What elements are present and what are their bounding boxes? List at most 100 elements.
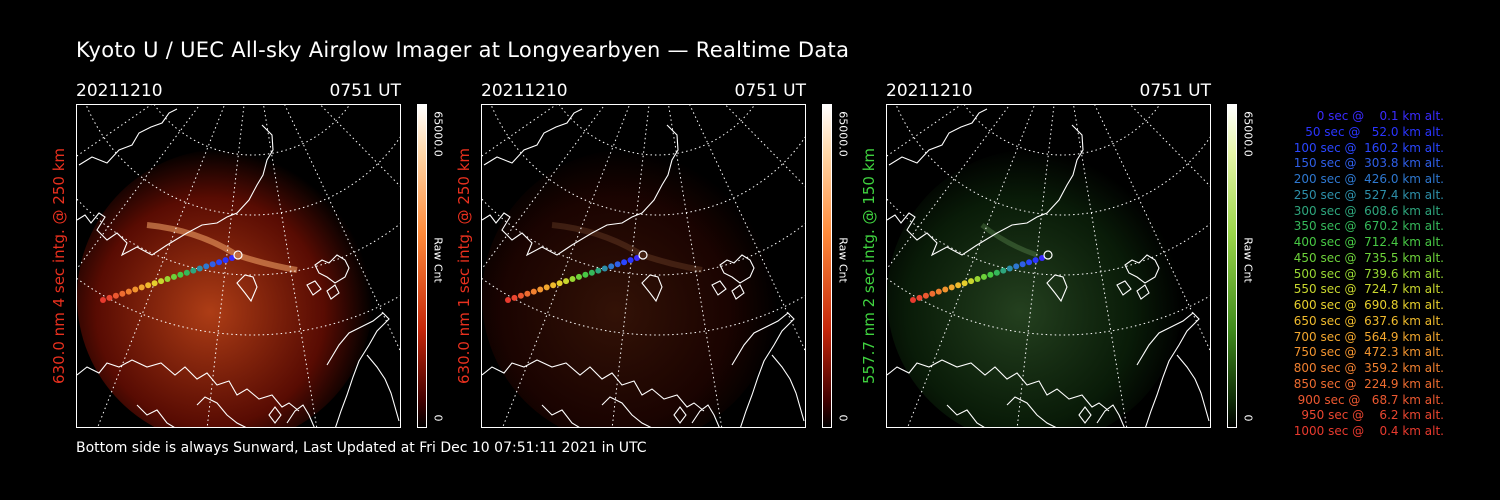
trajectory-point bbox=[125, 288, 132, 295]
legend-entry: 1000 sec @ 0.4 km alt. bbox=[1293, 424, 1444, 438]
trajectory-point bbox=[910, 297, 916, 303]
colorbar-max: 65000.0 bbox=[431, 111, 445, 157]
colorbar-max: 65000.0 bbox=[836, 111, 850, 157]
panel-date: 20211210 bbox=[886, 81, 973, 101]
colorbar-min: 0 bbox=[836, 414, 850, 422]
trajectory-point bbox=[164, 276, 171, 282]
trajectory-point bbox=[517, 292, 524, 299]
page-title: Kyoto U / UEC All-sky Airglow Imager at … bbox=[76, 38, 850, 62]
trajectory-point bbox=[550, 282, 557, 289]
colorbar bbox=[822, 104, 832, 428]
trajectory-legend: 0 sec @ 0.1 km alt. 50 sec @ 52.0 km alt.… bbox=[1262, 109, 1444, 440]
legend-entry: 0 sec @ 0.1 km alt. bbox=[1316, 109, 1444, 123]
trajectory-point bbox=[961, 280, 968, 287]
aurora-arc bbox=[146, 222, 298, 273]
legend-entry: 300 sec @ 608.6 km alt. bbox=[1293, 203, 1444, 218]
trajectory-point bbox=[1006, 265, 1013, 272]
trajectory-point bbox=[614, 261, 621, 268]
coastline-north bbox=[77, 108, 350, 303]
trajectory-point bbox=[112, 292, 119, 299]
trajectory-point bbox=[916, 294, 923, 301]
footer-note: Bottom side is always Sunward, Last Upda… bbox=[76, 440, 647, 456]
legend-entry: 400 sec @ 712.4 km alt. bbox=[1293, 235, 1444, 249]
panel-time: 0751 UT bbox=[734, 81, 807, 101]
colorbar-min: 0 bbox=[431, 414, 445, 422]
coastline-south bbox=[887, 312, 1210, 427]
colorbar bbox=[417, 104, 427, 428]
airglow-disc bbox=[887, 149, 1183, 427]
legend-entry: 500 sec @ 739.6 km alt. bbox=[1293, 266, 1444, 281]
trajectory-point bbox=[132, 286, 139, 293]
trajectory-point bbox=[537, 286, 544, 293]
trajectory-point bbox=[151, 280, 158, 287]
legend-entry: 50 sec @ 52.0 km alt. bbox=[1305, 124, 1444, 139]
imager-panel-3: 20211210 0751 UT 557.7 nm 2 sec intg. @ … bbox=[860, 80, 1286, 440]
coastline-north bbox=[482, 108, 755, 303]
coastline-south bbox=[77, 312, 400, 427]
legend-entry: 350 sec @ 670.2 km alt. bbox=[1293, 219, 1444, 234]
station-marker bbox=[1043, 250, 1053, 260]
colorbar bbox=[1227, 104, 1237, 428]
trajectory-point bbox=[1019, 261, 1026, 268]
panel-date: 20211210 bbox=[481, 81, 568, 101]
allsky-image bbox=[886, 104, 1211, 428]
allsky-image bbox=[76, 104, 401, 428]
imager-panel-1: 20211210 0751 UT 630.0 nm 4 sec intg. @ … bbox=[50, 80, 476, 440]
trajectory-point bbox=[543, 284, 550, 291]
trajectory-point bbox=[511, 294, 518, 301]
trajectory-point bbox=[229, 255, 235, 261]
trajectory-point bbox=[1013, 263, 1020, 270]
legend-entry: 100 sec @ 160.2 km alt. bbox=[1293, 140, 1444, 155]
station-marker bbox=[233, 250, 243, 260]
airglow-disc bbox=[77, 149, 373, 427]
panel-wavelength-label: 630.0 nm 4 sec intg. @ 250 km bbox=[50, 147, 68, 385]
trajectory-point bbox=[505, 297, 511, 303]
trajectory-point bbox=[1039, 255, 1045, 261]
trajectory-point bbox=[177, 271, 184, 278]
lat-lon-grid bbox=[482, 105, 805, 427]
trajectory-point bbox=[119, 290, 126, 297]
trajectory-point bbox=[530, 288, 537, 295]
trajectory-point bbox=[203, 263, 210, 270]
legend-entry: 450 sec @ 735.5 km alt. bbox=[1293, 250, 1444, 265]
lat-lon-grid bbox=[77, 105, 400, 427]
trajectory-point bbox=[138, 284, 145, 291]
coastline-north bbox=[887, 108, 1160, 303]
trajectory-point bbox=[190, 267, 197, 274]
trajectory-point bbox=[955, 282, 962, 289]
legend-entry: 550 sec @ 724.7 km alt. bbox=[1293, 282, 1444, 297]
legend-entry: 900 sec @ 68.7 km alt. bbox=[1297, 392, 1444, 407]
aurora-arc bbox=[551, 222, 703, 273]
legend-entry: 650 sec @ 637.6 km alt. bbox=[1293, 313, 1444, 328]
legend-entry: 800 sec @ 359.2 km alt. bbox=[1293, 361, 1444, 375]
colorbar-label: Raw Cnt bbox=[1241, 237, 1255, 283]
trajectory-point bbox=[1000, 267, 1007, 274]
allsky-image bbox=[481, 104, 806, 428]
trajectory-point bbox=[183, 269, 190, 276]
trajectory-point bbox=[634, 255, 640, 261]
colorbar-label: Raw Cnt bbox=[836, 237, 850, 283]
trajectory-point bbox=[196, 265, 203, 272]
trajectory-point bbox=[601, 265, 608, 272]
trajectory-point bbox=[524, 290, 531, 297]
station-marker bbox=[638, 250, 648, 260]
legend-entry: 700 sec @ 564.9 km alt. bbox=[1293, 329, 1444, 344]
legend-entry: 200 sec @ 426.0 km alt. bbox=[1293, 172, 1444, 186]
panel-date: 20211210 bbox=[76, 81, 163, 101]
legend-entry: 150 sec @ 303.8 km alt. bbox=[1293, 156, 1444, 171]
trajectory-point bbox=[563, 278, 570, 285]
trajectory-point bbox=[993, 269, 1000, 276]
trajectory-point bbox=[929, 290, 936, 297]
trajectory-point bbox=[1026, 259, 1033, 266]
imager-panel-2: 20211210 0751 UT 630.0 nm 1 sec intg. @ … bbox=[455, 80, 881, 440]
trajectory-point bbox=[942, 286, 949, 293]
trajectory-point bbox=[222, 257, 229, 264]
legend-entry: 850 sec @ 224.9 km alt. bbox=[1293, 376, 1444, 391]
legend-entry: 600 sec @ 690.8 km alt. bbox=[1293, 298, 1444, 312]
panel-wavelength-label: 630.0 nm 1 sec intg. @ 250 km bbox=[455, 147, 473, 385]
panel-time: 0751 UT bbox=[1139, 81, 1212, 101]
trajectory-point bbox=[621, 259, 628, 266]
colorbar-min: 0 bbox=[1241, 414, 1255, 422]
trajectory-point bbox=[935, 288, 942, 295]
trajectory-point bbox=[216, 259, 223, 266]
